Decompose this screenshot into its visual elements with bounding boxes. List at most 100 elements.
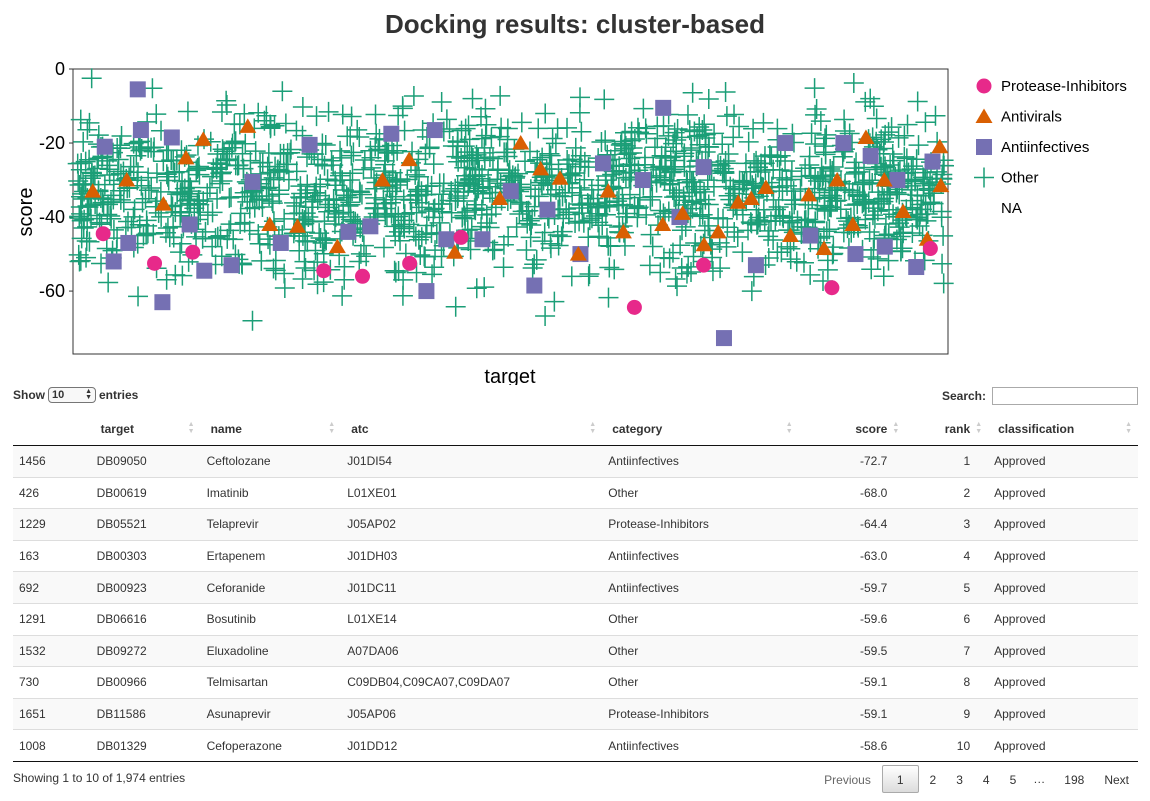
- table-row[interactable]: 1008 DB01329 Cefoperazone J01DD12 Antiinfect…: [13, 729, 1138, 762]
- point-antiinfectives: [594, 155, 611, 172]
- results-table: target ▲ ▼ name ▲ ▼ atc ▲ ▼ category ▲ ▼ score ▲ ▼ rank…: [13, 412, 1138, 762]
- point-other: [341, 106, 362, 127]
- sort-icon: ▲ ▼: [1125, 421, 1132, 435]
- point-other: [410, 244, 431, 265]
- point-antivirals: [742, 190, 760, 206]
- column-header-rank[interactable]: rank ▲ ▼: [905, 412, 989, 446]
- cell-rank: 1: [963, 454, 971, 469]
- point-other: [333, 179, 354, 200]
- point-other: [497, 129, 518, 150]
- point-other: [280, 139, 301, 160]
- column-header-name[interactable]: name ▲ ▼: [200, 412, 342, 446]
- page-length-value: 10: [52, 389, 65, 401]
- cell-atc: L01XE01: [341, 476, 603, 509]
- point-other: [616, 144, 637, 165]
- point-other: [190, 202, 211, 223]
- cell-score: -68.0: [798, 476, 906, 509]
- column-header-classification[interactable]: classification ▲ ▼: [988, 412, 1138, 446]
- point-other: [234, 103, 255, 124]
- table-row[interactable]: 730 DB00966 Telmisartan C09DB04,C09CA07,C09…: [13, 666, 1138, 699]
- point-other: [610, 135, 631, 156]
- point-other: [436, 109, 457, 130]
- cell-rank: 10: [905, 729, 989, 762]
- point-other: [447, 188, 468, 209]
- column-header-atc[interactable]: atc ▲ ▼: [341, 412, 603, 446]
- point-other: [274, 263, 295, 284]
- point-other: [403, 85, 424, 106]
- point-other: [511, 112, 532, 133]
- point-other: [791, 166, 812, 187]
- search-input[interactable]: [992, 387, 1138, 405]
- point-antivirals: [931, 138, 949, 154]
- point-antiinfectives: [120, 234, 137, 251]
- series-antivirals: [84, 118, 950, 261]
- page-button-4[interactable]: 4: [982, 773, 990, 787]
- point-other: [412, 197, 433, 218]
- y-tick-label: -40: [39, 207, 65, 227]
- point-other: [714, 161, 735, 182]
- point-other: [71, 228, 92, 249]
- point-other: [799, 146, 820, 167]
- point-other: [187, 193, 208, 214]
- next-button[interactable]: Next: [1104, 773, 1129, 787]
- point-other: [621, 130, 642, 151]
- point-antiinfectives: [924, 153, 941, 170]
- page-button-2[interactable]: 2: [929, 773, 937, 787]
- point-other: [647, 128, 668, 149]
- column-header-score[interactable]: score ▲ ▼: [798, 412, 906, 446]
- point-other: [325, 207, 346, 228]
- point-other: [527, 149, 548, 170]
- point-other: [659, 174, 680, 195]
- page-button-1[interactable]: 1: [881, 765, 919, 793]
- page-button-3[interactable]: 3: [956, 773, 963, 787]
- point-other: [214, 141, 235, 162]
- table-row[interactable]: 1291 DB06616 Bosutinib L01XE14 Other -59.6 6 Ap…: [13, 602, 1138, 636]
- point-other: [534, 222, 555, 243]
- table-row[interactable]: 1456 DB09050 Ceftolozane J01DI54 Antiinfecti…: [13, 445, 1138, 478]
- point-other: [98, 272, 119, 293]
- point-antivirals: [373, 172, 391, 187]
- point-antiinfectives: [438, 231, 455, 248]
- cell-atc: C09DB04,C09CA07,C09DA07: [341, 666, 603, 699]
- table-row[interactable]: 1532 DB09272 Eluxadoline A07DA06 Other -59.5 7…: [13, 634, 1138, 667]
- point-other: [458, 115, 479, 136]
- point-other: [588, 197, 609, 218]
- point-other: [273, 161, 294, 182]
- point-other: [715, 81, 736, 102]
- page-length-select[interactable]: 10 ▲ ▼: [48, 387, 96, 403]
- point-other: [604, 259, 625, 280]
- point-other: [684, 121, 705, 142]
- column-header-target[interactable]: target ▲ ▼: [90, 412, 201, 446]
- point-other: [569, 102, 590, 123]
- point-other: [642, 236, 663, 257]
- point-other: [71, 203, 92, 224]
- cell-name: Telaprevir: [200, 508, 342, 541]
- point-other: [452, 207, 473, 228]
- table-row[interactable]: 426 DB00619 Imatinib L01XE01 Other -68.0 2 Appr…: [13, 476, 1138, 509]
- point-other: [528, 118, 549, 139]
- page-button-5[interactable]: 5: [1009, 773, 1017, 787]
- point-other: [817, 200, 838, 221]
- table-row[interactable]: 1229 DB05521 Telaprevir J05AP02 Protease-Inh…: [13, 508, 1138, 541]
- point-antivirals: [800, 186, 818, 202]
- column-header-category[interactable]: category ▲ ▼: [602, 412, 799, 446]
- cell-name: Ertapenem: [200, 539, 342, 572]
- point-other: [498, 226, 519, 247]
- point-other: [751, 153, 772, 174]
- cell-rank: 6: [905, 602, 989, 636]
- point-other: [933, 225, 954, 246]
- previous-button[interactable]: Previous: [824, 773, 871, 787]
- cell-score: -59.6: [798, 602, 906, 636]
- point-other: [338, 195, 359, 216]
- cell-target: DB00966: [90, 666, 201, 699]
- table-row[interactable]: 163 DB00303 Ertapenem J01DH03 Antiinfectives…: [13, 539, 1138, 572]
- point-other: [388, 105, 409, 126]
- cell-idx: 730: [13, 666, 91, 699]
- point-other: [349, 251, 370, 272]
- page-button-last[interactable]: 198: [1064, 773, 1085, 787]
- table-row[interactable]: 1651 DB11586 Asunaprevir J05AP06 Protease-In…: [13, 697, 1138, 730]
- point-other: [219, 187, 240, 208]
- point-other: [806, 99, 827, 120]
- table-row[interactable]: 692 DB00923 Ceforanide J01DC11 Antiinfective…: [13, 571, 1138, 604]
- point-other: [343, 142, 364, 163]
